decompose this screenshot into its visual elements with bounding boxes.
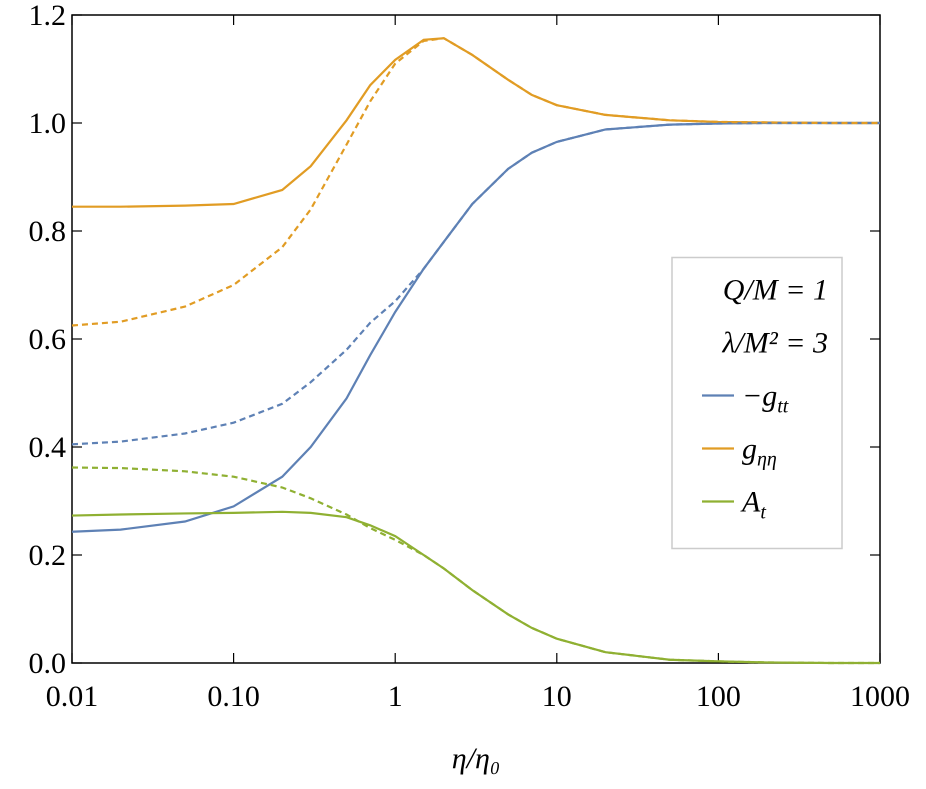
legend-box (671, 256, 843, 550)
y-tick-label: 0.4 (29, 431, 67, 464)
dashed-line (71, 37, 880, 327)
y-tick-label: 1.0 (29, 107, 67, 140)
legend-label: At (740, 486, 766, 524)
x-tick-label: 0.01 (46, 680, 99, 713)
y-tick-label: 0.2 (29, 539, 67, 572)
x-tick-label: 0.10 (207, 680, 260, 713)
legend-label: −gtt (742, 380, 789, 418)
y-tick-label: 0.6 (29, 323, 67, 356)
dashed-line (71, 466, 880, 665)
x-tick-label: 10 (542, 680, 572, 713)
x-tick-label: 100 (696, 680, 741, 713)
y-tick-label: 1.2 (29, 0, 67, 32)
x-tick-label: 1000 (850, 680, 910, 713)
legend-label: gηη (742, 433, 777, 471)
legend-text: λ/M² = 3 (721, 327, 828, 360)
y-tick-label: 0.0 (29, 647, 67, 680)
dashed-line (71, 121, 880, 446)
y-tick-label: 0.8 (29, 215, 67, 248)
x-tick-label: 1 (388, 680, 403, 713)
x-axis-label: η/η₀ (452, 742, 501, 775)
legend-text: Q/M = 1 (723, 274, 828, 307)
